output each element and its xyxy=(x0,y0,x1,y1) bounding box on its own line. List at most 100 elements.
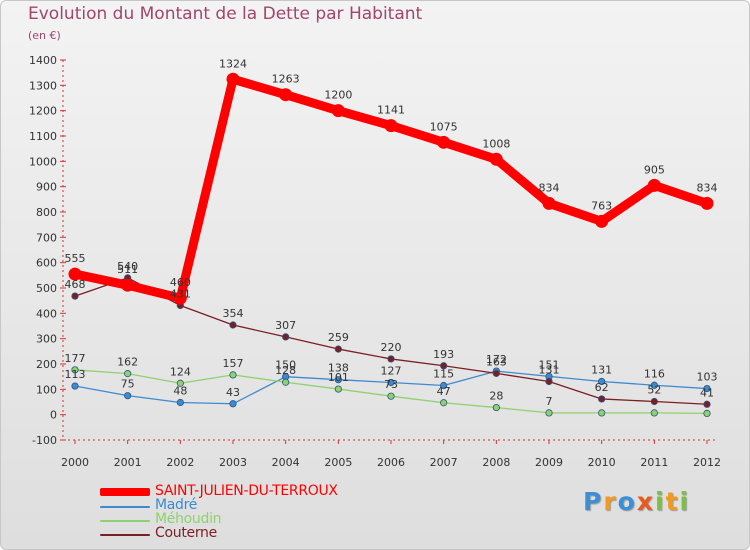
data-label: 101 xyxy=(328,371,349,384)
logo-letter: x xyxy=(636,487,655,516)
data-label: 162 xyxy=(117,356,138,369)
data-label: 555 xyxy=(65,252,86,265)
data-point xyxy=(71,382,79,390)
data-point xyxy=(387,392,395,400)
y-tick-label: 500 xyxy=(36,282,57,295)
data-label: 52 xyxy=(647,383,661,396)
data-point xyxy=(595,214,609,228)
data-label: 540 xyxy=(117,260,138,273)
proxiti-logo: Proxiti xyxy=(583,487,690,516)
x-tick-label: 2010 xyxy=(588,456,616,469)
data-point xyxy=(71,292,79,300)
logo-letter: r xyxy=(603,487,618,516)
data-point xyxy=(176,379,184,387)
data-label: 1200 xyxy=(324,89,352,102)
data-label: 103 xyxy=(697,371,718,384)
data-label: 124 xyxy=(170,365,191,378)
x-tick-label: 2007 xyxy=(430,456,458,469)
data-label: 905 xyxy=(644,163,665,176)
data-point xyxy=(437,135,451,149)
y-tick-label: 1300 xyxy=(29,79,57,92)
data-label: 177 xyxy=(65,352,86,365)
data-point xyxy=(282,333,290,341)
data-label: 431 xyxy=(170,287,191,300)
data-label: 127 xyxy=(381,364,402,377)
data-point xyxy=(176,398,184,407)
data-label: 193 xyxy=(433,348,454,361)
data-point xyxy=(229,321,237,329)
data-point xyxy=(598,377,606,386)
data-label: 48 xyxy=(173,385,187,398)
y-tick-label: 1400 xyxy=(29,54,57,67)
logo-letter: o xyxy=(617,487,637,516)
x-tick-label: 2006 xyxy=(377,456,405,469)
data-label: 138 xyxy=(328,362,349,375)
x-tick-label: 2001 xyxy=(114,456,142,469)
x-tick-label: 2003 xyxy=(219,456,247,469)
data-point xyxy=(703,409,711,417)
data-point xyxy=(229,400,237,408)
legend-label-madre: Madré xyxy=(155,497,198,513)
data-point xyxy=(545,409,553,417)
data-point xyxy=(440,362,448,370)
x-tick-label: 2002 xyxy=(166,456,194,469)
data-point xyxy=(387,378,395,387)
data-point xyxy=(598,409,606,417)
data-point xyxy=(384,119,398,133)
y-tick-label: -100 xyxy=(32,434,57,447)
data-label: 43 xyxy=(226,386,240,399)
data-label: 1263 xyxy=(272,73,300,86)
data-point xyxy=(173,291,187,305)
data-label: 113 xyxy=(65,368,86,381)
x-tick-label: 2012 xyxy=(693,456,721,469)
x-tick-label: 2011 xyxy=(640,456,668,469)
data-point xyxy=(700,196,714,210)
data-point xyxy=(440,399,448,407)
data-label: 1075 xyxy=(430,120,458,133)
legend-label-mehoudin: Méhoudin xyxy=(155,511,222,527)
logo-letter: t xyxy=(665,487,680,516)
data-label: 28 xyxy=(489,390,503,403)
legend-swatch-mehoudin xyxy=(100,520,150,522)
legend-swatch-madre xyxy=(100,506,150,508)
data-label: 7 xyxy=(546,395,553,408)
legend-label-saint-julien: SAINT-JULIEN-DU-TERROUX xyxy=(155,483,338,499)
x-tick-label: 2005 xyxy=(324,456,352,469)
data-point xyxy=(71,366,79,374)
data-point xyxy=(489,152,503,166)
data-point xyxy=(387,355,395,363)
y-tick-label: 400 xyxy=(36,307,57,320)
data-point xyxy=(703,384,711,393)
data-point xyxy=(440,381,448,390)
y-tick-label: 100 xyxy=(36,383,57,396)
data-label: 157 xyxy=(223,357,244,370)
legend-swatch-couterne xyxy=(100,534,150,536)
data-label: 354 xyxy=(223,307,244,320)
data-label: 73 xyxy=(384,378,398,391)
data-label: 116 xyxy=(644,367,665,380)
y-tick-label: 800 xyxy=(36,206,57,219)
legend-label-couterne: Couterne xyxy=(155,525,217,541)
x-tick-label: 2000 xyxy=(61,456,89,469)
x-tick-label: 2009 xyxy=(535,456,563,469)
data-point xyxy=(542,196,556,210)
data-point xyxy=(124,370,132,378)
data-point xyxy=(334,345,342,353)
data-label: 41 xyxy=(700,386,714,399)
data-label: 131 xyxy=(591,363,612,376)
data-label: 1324 xyxy=(219,57,247,70)
data-point xyxy=(279,88,293,102)
data-label: 460 xyxy=(170,276,191,289)
data-label: 150 xyxy=(275,359,296,372)
data-point xyxy=(334,385,342,393)
data-label: 511 xyxy=(117,263,138,276)
logo-letter: i xyxy=(655,487,666,516)
data-point xyxy=(334,376,342,384)
data-label: 307 xyxy=(275,319,296,332)
data-label: 220 xyxy=(381,341,402,354)
data-label: 468 xyxy=(65,278,86,291)
logo-letter: i xyxy=(679,487,691,516)
y-tick-label: 1200 xyxy=(29,105,57,118)
data-point xyxy=(229,371,237,379)
